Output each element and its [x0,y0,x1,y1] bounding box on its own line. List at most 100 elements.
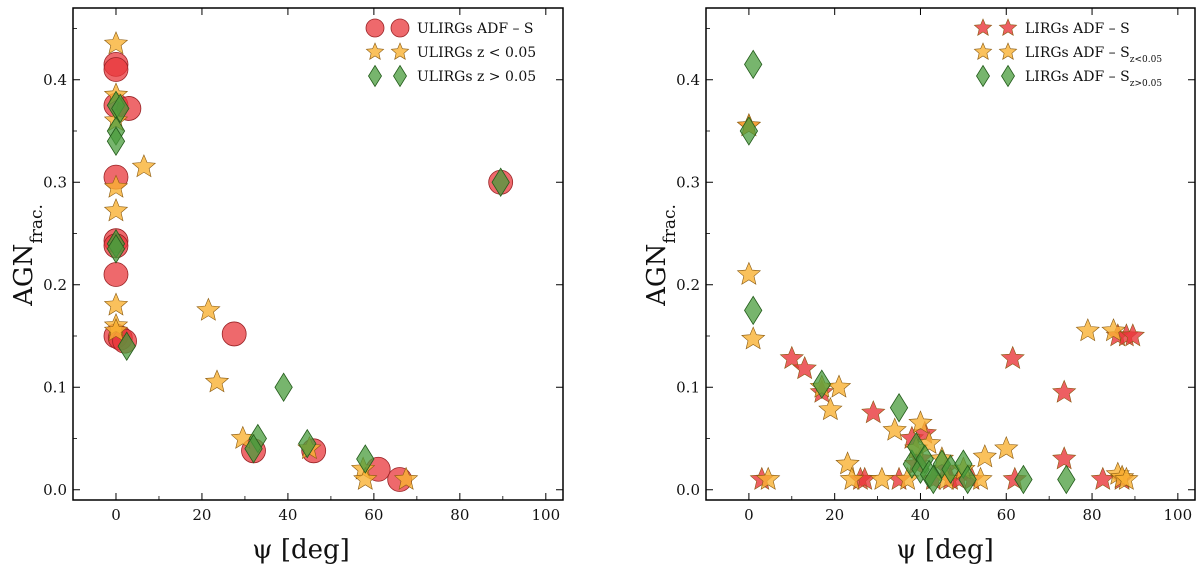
data-point [744,295,763,326]
data-point [131,154,157,178]
data-point [221,321,247,347]
data-point [889,392,909,423]
data-point [204,369,230,393]
data-point [298,428,317,459]
data-point [818,397,843,421]
x-tick-label: 100 [1164,506,1193,524]
legend-marker [976,64,990,88]
plot-frame [72,7,564,501]
data-point [972,444,997,468]
data-point [779,345,804,369]
x-tick-label: 40 [911,506,930,524]
x-tick-label: 20 [825,506,844,524]
data-point [103,57,129,82]
series-0 [736,113,1145,490]
data-point [739,116,759,146]
data-point [869,466,895,490]
data-point [736,261,762,285]
series-2 [739,49,1076,495]
data-point [861,400,886,424]
y-tick-label: 0.0 [676,481,700,499]
left-y-axis-label: AGNfrac. [9,204,47,307]
data-point [1114,466,1139,490]
plot-frame [705,7,1196,501]
y-tick-label: 0.0 [43,481,67,499]
left-scatter-panel: ψ [deg] AGNfrac. 0 20 40 60 80 100 0.0 0.1 0.2 0.… [9,7,564,565]
series-2 [106,90,510,474]
legend-label: ULIRGs ADF – S [417,21,534,37]
data-point [244,433,263,464]
data-point [835,451,860,475]
legend-marker [998,18,1018,36]
data-point [1000,345,1025,369]
legend-marker [390,42,410,60]
data-point [1057,464,1076,495]
x-tick-label: 0 [744,506,754,524]
x-tick-label: 40 [278,506,297,524]
right-scatter-panel: ψ [deg] AGNfrac. 0 20 40 60 80 100 0.0 0.1 0.2 0.… [642,7,1196,565]
right-x-axis-label: ψ [deg] [896,535,994,565]
legend-marker [390,18,410,38]
legend-marker [973,18,993,36]
y-tick-label: 0.2 [676,276,700,294]
series-1 [103,31,419,490]
data-point [196,297,221,321]
data-point [1014,464,1033,495]
data-point [792,356,817,380]
legend-marker [393,64,407,88]
data-point [1101,318,1126,342]
x-tick-label: 60 [997,506,1016,524]
right-y-axis-label: AGNfrac. [642,204,680,307]
data-point [826,374,852,398]
x-tick-label: 80 [450,506,469,524]
data-point [117,331,136,362]
data-point [994,436,1019,460]
x-tick-label: 60 [364,506,383,524]
series-0 [103,51,514,492]
x-tick-label: 0 [111,506,121,524]
data-point [1120,323,1145,347]
data-point [958,464,977,495]
data-point [353,466,378,490]
data-point [744,49,763,80]
data-point [103,262,129,287]
x-tick-label: 20 [192,506,211,524]
data-point [103,292,129,316]
legend-label: ULIRGs z < 0.05 [417,45,536,61]
data-point [274,372,293,403]
data-point [741,326,766,350]
data-point [839,466,865,490]
data-point [103,318,129,342]
left-x-axis-label: ψ [deg] [252,535,350,565]
legend-marker [365,18,385,38]
data-point [1075,318,1100,342]
legend-marker [368,64,382,88]
y-tick-label: 0.1 [43,378,67,396]
series-1 [736,113,1139,490]
data-point [111,93,130,124]
legend-label: LIRGs ADF – Sz>0.05 [1025,69,1162,89]
data-point [103,31,129,55]
data-point [1052,379,1077,403]
data-point [103,198,129,222]
legend-marker [365,42,385,60]
data-point [393,466,419,490]
legend-label: ULIRGs z > 0.05 [417,69,536,85]
y-tick-label: 0.3 [43,173,67,191]
data-point [103,174,129,198]
legend-marker [973,42,993,60]
data-point [356,444,375,474]
data-point [106,234,126,264]
legend-marker [1001,64,1015,88]
x-tick-label: 80 [1083,506,1102,524]
y-tick-label: 0.4 [676,71,700,89]
data-point [491,167,510,198]
data-point [1052,446,1077,470]
data-point [924,464,943,495]
data-point [756,466,781,490]
data-point [908,410,933,434]
y-tick-label: 0.1 [676,378,700,396]
data-point [882,417,907,441]
legend-label: LIRGs ADF – Sz<0.05 [1025,45,1162,65]
